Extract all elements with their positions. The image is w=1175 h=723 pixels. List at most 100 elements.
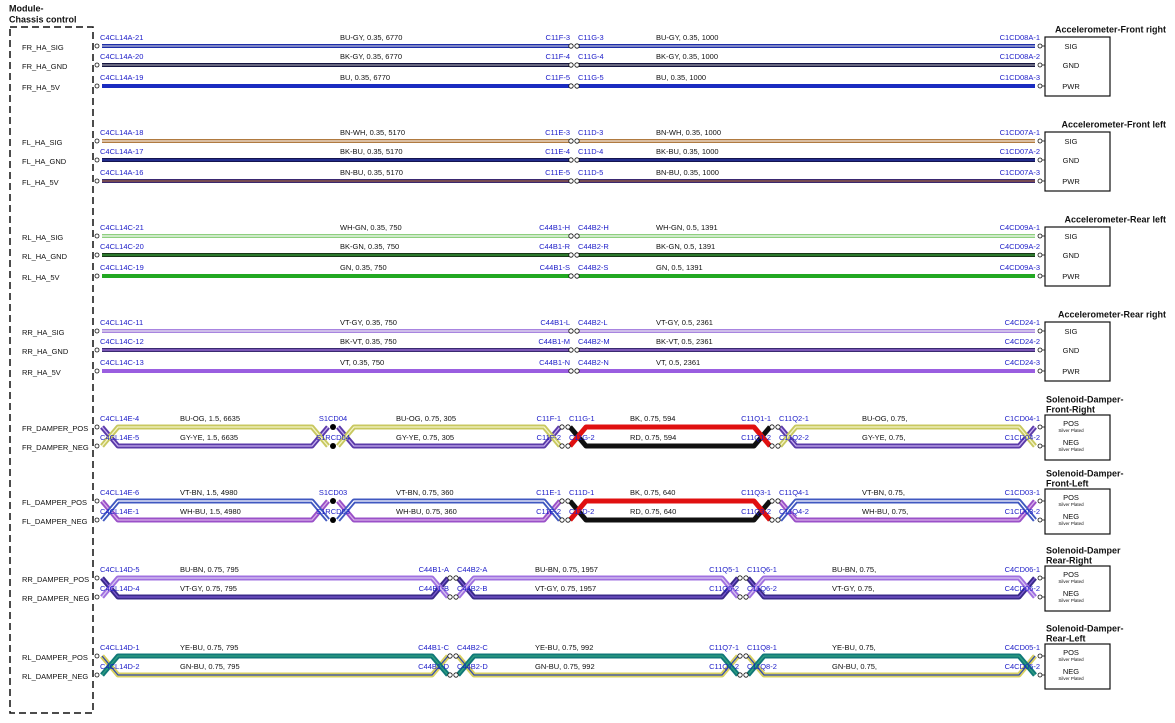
wire-spec: VT-GY, 0.5, 2361 xyxy=(656,318,713,327)
connector-pin xyxy=(565,443,571,449)
connector-pin xyxy=(737,594,743,600)
wire-stripe xyxy=(457,655,739,676)
connector-label: C44B2-R xyxy=(578,242,609,251)
component-title: Solenoid-Damper xyxy=(1046,545,1121,555)
connector-pin xyxy=(574,157,580,163)
component-title: Front-Right xyxy=(1046,404,1095,414)
wire-spec: RD, 0.75, 594 xyxy=(630,433,676,442)
connector-label: C11E-4 xyxy=(545,147,570,156)
connector-label: C1CD03-1 xyxy=(1005,488,1040,497)
connector-pin xyxy=(574,347,580,353)
wire-end xyxy=(94,594,100,600)
wire-spec: RD, 0.75, 640 xyxy=(630,507,676,516)
wire-end xyxy=(94,178,100,184)
connector-label: C11Q3-1 xyxy=(741,488,771,497)
splice-label: S1CD03 xyxy=(319,488,347,497)
connector-label: C4CL14A-21 xyxy=(100,33,143,42)
wire-spec: VT-GY, 0.75, 1957 xyxy=(535,584,596,593)
connector-label: C4CD09A-3 xyxy=(1000,263,1040,272)
connector-label: C44B2-N xyxy=(578,358,609,367)
connector-label: C1CD08A-2 xyxy=(1000,52,1040,61)
wire-stripe xyxy=(569,500,771,521)
connector-pin xyxy=(568,233,574,239)
connector-label: C11Q2-2 xyxy=(779,433,809,442)
wire-stripe xyxy=(747,655,1036,676)
connector-pin xyxy=(453,672,459,678)
wire-end xyxy=(94,62,100,68)
signal-name: FL_DAMPER_POS xyxy=(22,498,87,507)
connector-label: C1CD04-1 xyxy=(1005,414,1040,423)
connector-label: C11G-4 xyxy=(578,52,604,61)
connector-pin xyxy=(574,83,580,89)
wire-spec: WH-BU, 1.5, 4980 xyxy=(180,507,241,516)
connector-pin xyxy=(769,443,775,449)
wire-spec: GN, 0.35, 750 xyxy=(340,263,387,272)
connector-label: C11D-1 xyxy=(569,488,594,497)
connector-label: C44B1-L xyxy=(540,318,570,327)
wire-end xyxy=(1037,498,1043,504)
signal-name: FL_HA_GND xyxy=(22,157,67,166)
wire-end xyxy=(94,83,100,89)
wire-spec: VT-BN, 0.75, 360 xyxy=(396,488,454,497)
connector-label: C44B1-N xyxy=(539,358,570,367)
signal-name: FR_DAMPER_NEG xyxy=(22,443,89,452)
pin-label: PWR xyxy=(1062,367,1080,376)
component-title: Rear-Right xyxy=(1046,555,1092,565)
pin-label: SIG xyxy=(1065,232,1078,241)
connector-label: C11Q5-2 xyxy=(709,584,739,593)
connector-label: C11G-3 xyxy=(578,33,604,42)
connector-pin xyxy=(565,424,571,430)
wire-end xyxy=(1037,83,1043,89)
connector-label: C11F-4 xyxy=(546,52,570,61)
connector-label: C11Q6-1 xyxy=(747,565,777,574)
connector-pin xyxy=(743,594,749,600)
wire-end xyxy=(1037,594,1043,600)
pin-label: GND xyxy=(1063,346,1080,355)
signal-name: RR_HA_SIG xyxy=(22,328,65,337)
connector-label: C11Q8-2 xyxy=(747,662,777,671)
connector-label: C44B2-H xyxy=(578,223,609,232)
wire-stripe xyxy=(569,426,771,447)
wire-end xyxy=(1037,517,1043,523)
connector-label: C44B2-L xyxy=(578,318,608,327)
signal-name: FL_DAMPER_NEG xyxy=(22,517,88,526)
connector-pin xyxy=(568,43,574,49)
connector-pin xyxy=(565,517,571,523)
wire-end xyxy=(94,157,100,163)
connector-pin xyxy=(568,157,574,163)
pin-label: POS xyxy=(1063,419,1079,428)
signal-name: FR_HA_5V xyxy=(22,83,60,92)
wire-end xyxy=(1037,328,1043,334)
connector-pin xyxy=(743,672,749,678)
component-box xyxy=(1044,226,1111,287)
wire-spec: BU-BN, 0.75, xyxy=(832,565,876,574)
signal-name: FR_DAMPER_POS xyxy=(22,424,88,433)
connector-pin xyxy=(559,424,565,430)
connector-label: C11G-5 xyxy=(578,73,604,82)
connector-label: C44B2-S xyxy=(578,263,608,272)
signal-name: RL_DAMPER_POS xyxy=(22,653,88,662)
splice-label: S1RCD03 xyxy=(316,507,350,516)
component-title: Accelerometer-Front left xyxy=(1061,119,1166,129)
connector-label: C4CD09A-2 xyxy=(1000,242,1040,251)
connector-pin xyxy=(568,273,574,279)
connector-label: C4CL14D-2 xyxy=(100,662,140,671)
wire-end xyxy=(1037,233,1043,239)
connector-label: C4CD06-2 xyxy=(1005,584,1040,593)
connector-pin xyxy=(743,575,749,581)
connector-pin xyxy=(769,517,775,523)
wire-spec: BN-BU, 0.35, 1000 xyxy=(656,168,719,177)
connector-label: C4CD24-3 xyxy=(1005,358,1040,367)
connector-label: C11Q4-2 xyxy=(779,507,809,516)
wire-spec: YE-BU, 0.75, xyxy=(832,643,876,652)
connector-pin xyxy=(447,653,453,659)
module-title: Chassis control xyxy=(9,14,77,24)
connector-label: C44B1-B xyxy=(419,584,449,593)
pin-label: NEG xyxy=(1063,667,1079,676)
component-title: Solenoid-Damper- xyxy=(1046,394,1124,404)
connector-pin xyxy=(769,498,775,504)
wire-spec: BU, 0.35, 1000 xyxy=(656,73,706,82)
connector-label: C4CL14A-17 xyxy=(100,147,143,156)
connector-label: C4CL14E-4 xyxy=(100,414,139,423)
